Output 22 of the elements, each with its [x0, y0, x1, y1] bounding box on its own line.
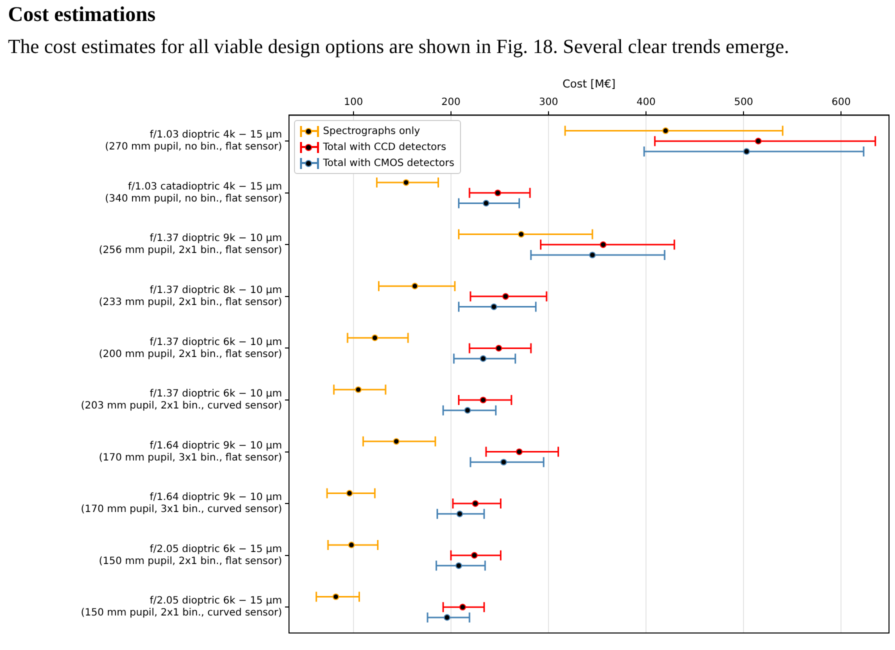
y-tick-label: f/2.05 dioptric 6k − 15 μm (150 mm pupil, 2x1 bin., flat sensor): [98, 544, 282, 567]
y-tick-label: f/1.37 dioptric 6k − 10 μm (203 mm pupil, 2x1 bin., curved sensor): [80, 388, 282, 412]
x-tick-label: 100: [344, 96, 363, 108]
y-tick-label: f/1.03 dioptric 4k − 15 μm (270 mm pupil, no bin., flat sensor): [105, 130, 282, 153]
chart-subtitle: The cost estimates for all viable design options are shown in Fig. 18. Several clear trends emerge.: [8, 36, 790, 59]
x-tick-label: 300: [538, 96, 558, 108]
legend-label: Total with CCD detectors: [323, 142, 446, 153]
y-tick-label: f/2.05 dioptric 6k − 15 μm (150 mm pupil, 2x1 bin., curved sensor): [80, 596, 282, 619]
x-axis-title: Cost [M€]: [562, 77, 616, 90]
x-tick-label: 400: [636, 96, 656, 108]
y-tick-label: f/1.03 catadioptric 4k − 15 μm (340 mm pupil, no bin., flat sensor): [105, 181, 282, 204]
legend-label: Total with CMOS detectors: [323, 158, 454, 169]
y-tick-label: f/1.64 dioptric 9k − 10 μm (170 mm pupil, 3x1 bin., flat sensor): [98, 440, 282, 464]
y-tick-label: f/1.37 dioptric 6k − 10 μm (200 mm pupil, 2x1 bin., flat sensor): [98, 336, 282, 360]
text: Cost estimations: [8, 2, 156, 27]
y-tick-label: f/1.37 dioptric 9k − 10 μm (256 mm pupil, 2x1 bin., flat sensor): [98, 233, 282, 256]
y-tick-label: f/1.37 dioptric 8k − 10 μm (233 mm pupil, 2x1 bin., flat sensor): [98, 285, 282, 308]
x-tick-label: 600: [832, 96, 851, 108]
y-tick-label: f/1.64 dioptric 9k − 10 μm (170 mm pupil, 3x1 bin., curved sensor): [80, 492, 282, 516]
legend-label: Spectrographs only: [323, 126, 420, 137]
x-tick-label: 500: [734, 96, 754, 108]
x-tick-label: 200: [441, 96, 460, 108]
